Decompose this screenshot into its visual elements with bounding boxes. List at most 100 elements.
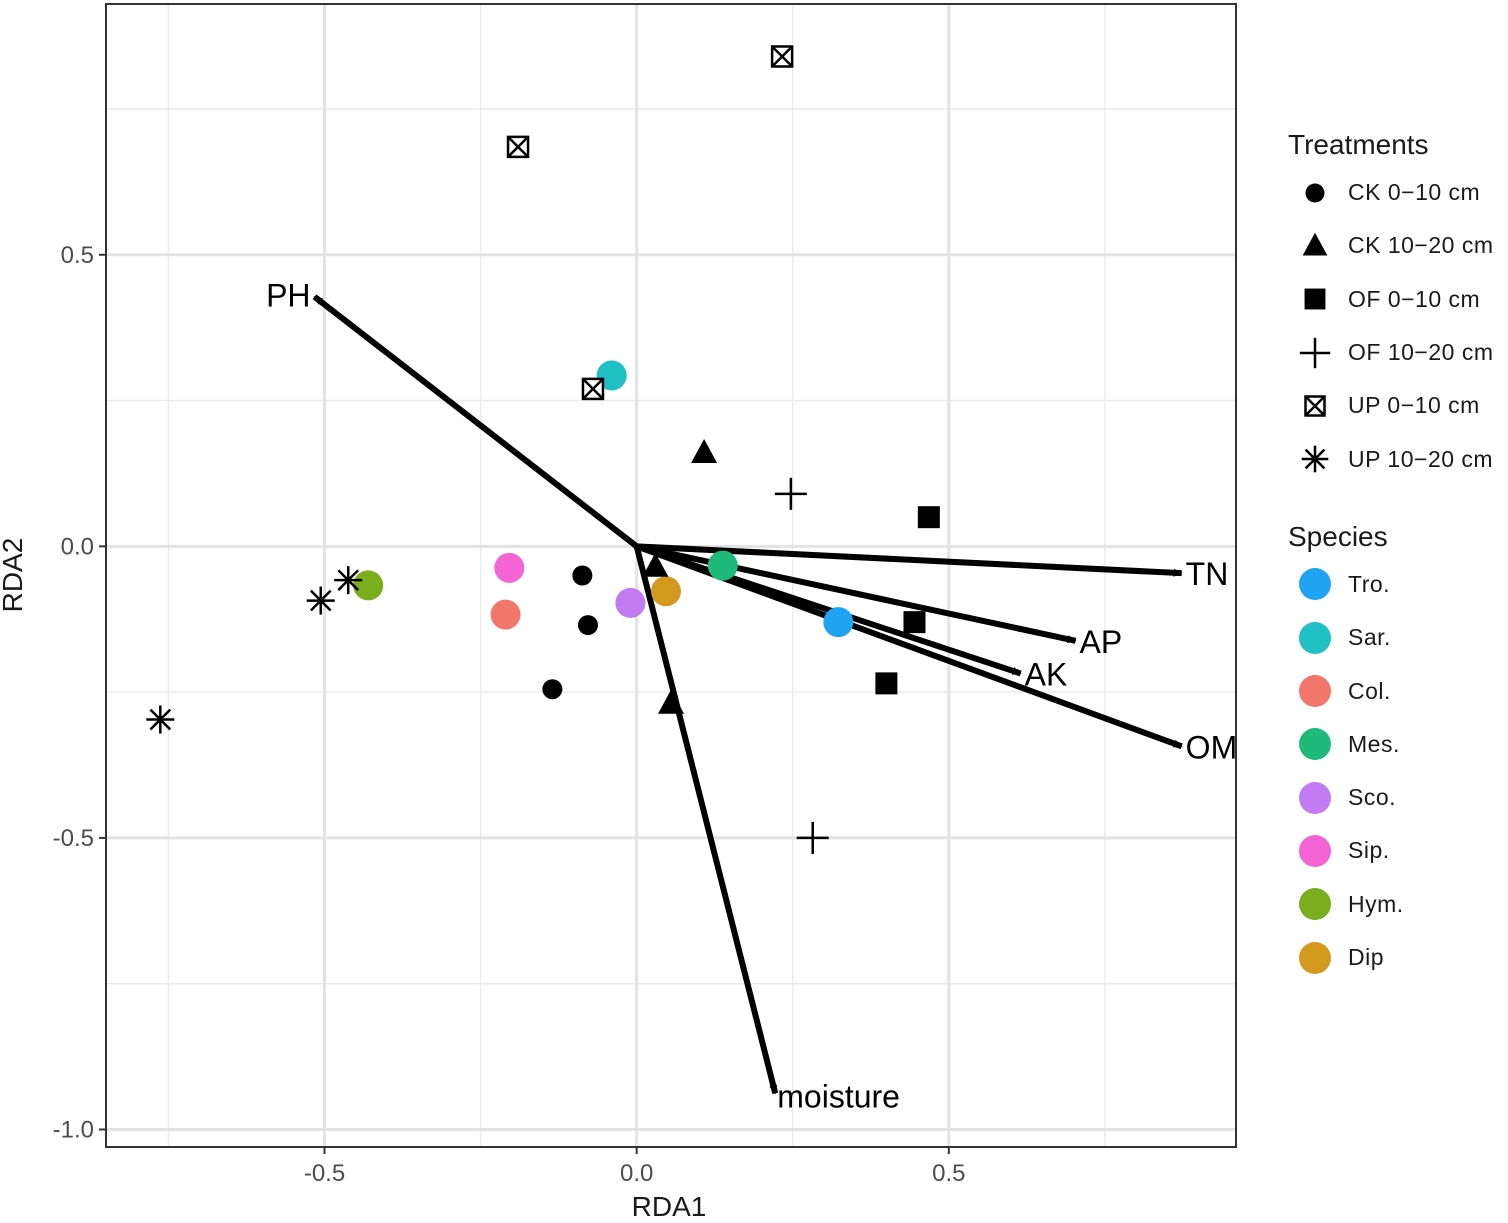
treatments-legend-label: CK 0−10 cm <box>1348 179 1481 206</box>
treatments-legend-label: OF 10−20 cm <box>1348 339 1494 366</box>
sample-point-square <box>917 506 940 529</box>
legend-shape-boxcross <box>1304 395 1326 417</box>
treatments-legend-item: UP 0−10 cm <box>1288 379 1508 432</box>
vector-label-tn: TN <box>1186 556 1229 592</box>
treatments-legend-label: CK 10−20 cm <box>1348 232 1494 259</box>
x-tick-label: -0.5 <box>304 1160 345 1187</box>
species-legend-item: Sar. <box>1288 611 1508 664</box>
treatments-legend-item: CK 10−20 cm <box>1288 219 1508 272</box>
legend-dot <box>1299 675 1331 708</box>
legend-key-dot-icon <box>1288 671 1342 711</box>
legend-key-plus-icon <box>1288 333 1342 373</box>
x-tick-label: 0.5 <box>932 1160 965 1187</box>
sample-point-boxcross <box>581 377 605 401</box>
legend: Treatments CK 0−10 cm CK 10−20 cm OF 0−10 … <box>1288 124 1508 984</box>
sample-point-boxcross <box>770 45 794 68</box>
legend-key-dot-icon <box>1288 884 1342 924</box>
species-legend-label: Sco. <box>1348 784 1397 811</box>
sample-point-asterisk <box>146 705 175 734</box>
legend-dot <box>1299 781 1331 814</box>
sample-points <box>146 45 940 854</box>
sample-point-triangle <box>658 689 684 714</box>
species-legend-label: Hym. <box>1348 890 1404 917</box>
species-legend-label: Sar. <box>1348 624 1391 651</box>
environmental-vectors <box>312 294 1183 1095</box>
legend-key-dot-icon <box>1288 938 1342 978</box>
vector-tn <box>636 543 1183 577</box>
species-legend-label: Tro. <box>1348 570 1391 597</box>
treatments-legend-label: UP 10−20 cm <box>1348 445 1494 472</box>
legend-dot <box>1299 888 1331 921</box>
plot-panel <box>106 4 1236 1147</box>
sample-point-asterisk <box>334 566 363 595</box>
legend-key-triangle-icon <box>1288 226 1342 266</box>
sample-point-plus <box>774 477 807 510</box>
x-axis-title: RDA1 <box>632 1191 707 1222</box>
species-legend-label: Col. <box>1348 677 1391 704</box>
legend-key-dot-icon <box>1288 724 1342 764</box>
species-legend-item: Hym. <box>1288 878 1508 931</box>
legend-shape-plus <box>1299 337 1331 368</box>
species-legend-title: Species <box>1288 520 1388 552</box>
sample-point-triangle <box>691 439 718 464</box>
species-legend-item: Col. <box>1288 664 1508 717</box>
treatments-legend-item: UP 10−20 cm <box>1288 432 1508 485</box>
species-point <box>353 570 384 601</box>
legend-shape-circle <box>1305 183 1325 203</box>
vector-moisture <box>633 545 779 1095</box>
legend-dot <box>1299 834 1331 867</box>
treatments-legend-label: UP 0−10 cm <box>1348 392 1480 419</box>
vector-label-om: OM <box>1186 729 1238 765</box>
y-tick-label: -0.5 <box>53 825 94 852</box>
species-legend-label: Dip <box>1348 944 1385 970</box>
legend-shape-square <box>1304 288 1326 310</box>
treatments-legend-item: OF 0−10 cm <box>1288 273 1508 326</box>
axes: -0.5 0.0 0.5 -1.0 -0.5 0.0 0.5 <box>53 242 966 1187</box>
sample-point-boxcross <box>506 135 530 159</box>
species-points <box>353 360 854 638</box>
y-tick-label: 0.5 <box>61 242 94 269</box>
species-point <box>494 552 525 583</box>
legend-key-square-icon <box>1288 279 1342 319</box>
sample-point-asterisk <box>306 586 335 615</box>
legend-dot <box>1299 621 1331 654</box>
legend-key-asterisk-icon <box>1288 439 1342 479</box>
legend-shape-asterisk <box>1301 445 1329 473</box>
vector-labels: PH TN AP AK OM moisture <box>266 278 1237 1115</box>
legend-shape-triangle <box>1302 232 1328 256</box>
vector-label-ph: PH <box>266 278 310 314</box>
sample-point-plus <box>796 821 829 854</box>
treatments-legend-label: OF 0−10 cm <box>1348 285 1481 312</box>
plot-border <box>105 3 1237 1148</box>
x-tick-label: 0.0 <box>620 1160 653 1187</box>
legend-key-dot-icon <box>1288 618 1342 658</box>
species-point <box>490 599 521 630</box>
vector-ph <box>312 294 639 549</box>
sample-point-triangle <box>642 552 669 577</box>
species-legend-item: Dip <box>1288 931 1508 984</box>
vector-label-ap: AP <box>1080 624 1123 660</box>
legend-key-dot-icon <box>1288 778 1342 818</box>
treatments-legend-title: Treatments <box>1288 129 1429 160</box>
sample-point-circle <box>577 615 598 636</box>
legend-dot <box>1299 568 1331 601</box>
species-point <box>707 550 738 581</box>
species-legend-label: Mes. <box>1348 730 1400 757</box>
treatments-legend-item: CK 0−10 cm <box>1288 166 1508 219</box>
species-legend-item: Tro. <box>1288 558 1508 611</box>
species-point <box>823 607 854 638</box>
species-legend-label: Sip. <box>1348 837 1390 864</box>
sample-point-circle <box>542 679 563 700</box>
sample-point-circle <box>572 565 593 586</box>
legend-key-dot-icon <box>1288 564 1342 604</box>
sample-point-square <box>875 672 898 695</box>
y-tick-label: 0.0 <box>61 533 94 560</box>
y-tick-label: -1.0 <box>53 1117 94 1144</box>
legend-key-dot-icon <box>1288 831 1342 871</box>
vector-label-ak: AK <box>1025 656 1068 692</box>
legend-dot <box>1299 728 1331 761</box>
legend-dot <box>1299 941 1331 974</box>
species-point <box>651 576 682 607</box>
species-legend: Species Tro. Sar. Col. Mes. Sco. Sip. Hym. Dip <box>1288 516 1508 984</box>
